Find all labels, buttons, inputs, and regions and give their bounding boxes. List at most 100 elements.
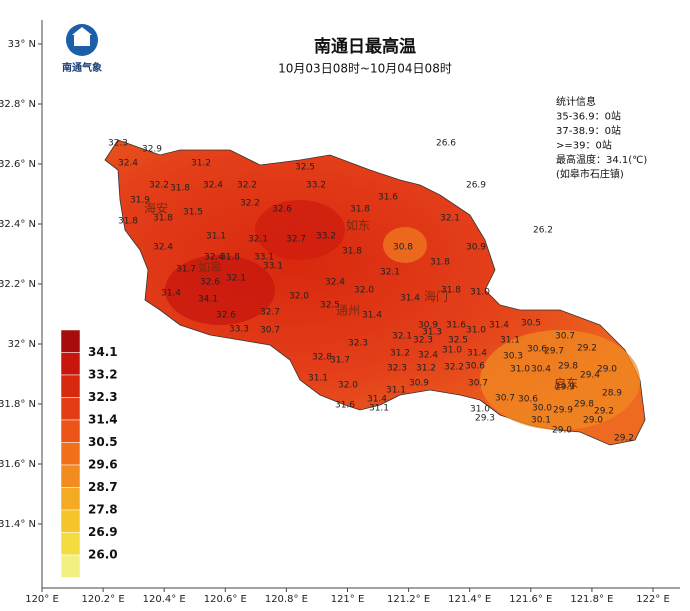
station-value: 26.6 — [436, 139, 456, 149]
station-labels: 32.332.932.4 31.232.2 31.8 32.4 32.2 33.232.5… — [108, 139, 634, 444]
lat-tick-label: 32.2° N — [0, 279, 36, 290]
station-value: 31.2 — [390, 349, 410, 359]
legend-label: 30.5 — [88, 435, 118, 449]
lon-tick-label: 121.8° E — [570, 594, 613, 605]
station-value: 31.0 — [470, 405, 490, 415]
station-value: 31.0 — [442, 346, 462, 356]
station-value: 32.3 — [108, 139, 128, 149]
station-value: 31.1 — [206, 232, 226, 242]
station-value: 33.3 — [229, 325, 249, 335]
legend-swatch — [60, 352, 81, 376]
station-value: 29.0 — [552, 426, 572, 436]
station-value: 31.1 — [386, 386, 406, 396]
station-value: 31.8 — [342, 247, 362, 257]
lat-tick-label: 31.4° N — [0, 519, 36, 530]
station-value: 28.9 — [602, 389, 622, 399]
station-value: 30.9 — [466, 243, 486, 253]
station-value: 29.7 — [544, 347, 564, 357]
station-value: 29.9 — [555, 383, 575, 393]
station-value: 31.8 — [220, 253, 240, 263]
stats-line: 37-38.9：0站 — [556, 124, 621, 137]
station-value: 30.6 — [527, 345, 547, 355]
stats-line: (如皋市石庄镇) — [556, 168, 624, 181]
station-value: 31.4 — [367, 395, 387, 405]
station-value: 31.3 — [422, 328, 442, 338]
station-value: 33.2 — [316, 232, 336, 242]
station-value: 32.5 — [320, 301, 340, 311]
station-value: 30.7 — [468, 379, 488, 389]
station-value: 33.2 — [306, 181, 326, 191]
lat-tick-label: 32° N — [8, 339, 36, 350]
station-value: 30.1 — [531, 416, 551, 426]
legend-label: 34.1 — [88, 345, 118, 359]
station-value: 32.2 — [240, 199, 260, 209]
station-value: 31.8 — [153, 214, 173, 224]
lon-tick-label: 121.6° E — [509, 594, 552, 605]
logo: 南通气象 — [62, 24, 102, 74]
station-value: 32.7 — [286, 235, 306, 245]
station-value: 32.6 — [272, 205, 292, 215]
station-value: 30.7 — [495, 394, 515, 404]
station-value: 32.1 — [248, 235, 268, 245]
station-value: 32.4 — [325, 278, 345, 288]
station-value: 31.4 — [362, 311, 382, 321]
station-value: 31.4 — [489, 321, 509, 331]
station-value: 31.8 — [170, 184, 190, 194]
lat-tick-label: 32.8° N — [0, 99, 36, 110]
station-value: 30.6 — [518, 395, 538, 405]
legend-swatch — [60, 419, 81, 443]
station-value: 30.8 — [393, 243, 413, 253]
lat-tick-label: 31.6° N — [0, 459, 36, 470]
station-value: 31.1 — [308, 374, 328, 384]
station-value: 32.4 — [118, 159, 138, 169]
station-value: 31.6 — [335, 401, 355, 411]
station-value: 32.4 — [418, 351, 438, 361]
station-value: 31.8 — [350, 205, 370, 215]
legend-swatch — [60, 487, 81, 511]
station-value: 32.7 — [260, 308, 280, 318]
legend-label: 26.0 — [88, 548, 118, 562]
warm-zones — [165, 200, 640, 430]
station-value: 32.6 — [216, 311, 236, 321]
stats-line: >=39：0站 — [556, 139, 612, 152]
station-value: 31.6 — [378, 193, 398, 203]
legend-label: 26.9 — [88, 525, 118, 539]
station-value: 30.4 — [531, 365, 551, 375]
lat-tick-label: 32.6° N — [0, 159, 36, 170]
station-value: 30.5 — [521, 319, 541, 329]
stats-line: 统计信息 — [556, 95, 596, 108]
lon-tick-label: 120.4° E — [143, 594, 186, 605]
lon-tick-label: 122° E — [636, 594, 670, 605]
legend-swatch — [60, 397, 81, 421]
legend-label: 28.7 — [88, 480, 118, 494]
station-value: 29.9 — [553, 406, 573, 416]
station-value: 29.3 — [475, 414, 495, 424]
station-value: 31.8 — [430, 258, 450, 268]
lon-tick-label: 121° E — [331, 594, 365, 605]
station-value: 31.5 — [183, 208, 203, 218]
station-value: 30.9 — [409, 379, 429, 389]
axes: 33° N 32.8° N 32.6° N 32.4° N 32.2° N 32° N 31… — [0, 20, 680, 605]
station-value: 29.0 — [583, 416, 603, 426]
station-value: 32.5 — [448, 336, 468, 346]
lat-tick-label: 31.8° N — [0, 399, 36, 410]
place-name: 海门 — [424, 289, 448, 304]
station-value: 32.9 — [142, 145, 162, 155]
station-value: 30.3 — [503, 352, 523, 362]
station-value: 29.2 — [577, 344, 597, 354]
legend-swatch — [60, 329, 81, 353]
legend-swatch — [60, 442, 81, 466]
title: 南通日最高温 — [314, 36, 416, 57]
station-value: 32.2 — [237, 181, 257, 191]
station-value: 32.2 — [149, 181, 169, 191]
station-value: 31.4 — [467, 349, 487, 359]
station-value: 31.9 — [130, 196, 150, 206]
station-value: 32.4 — [153, 243, 173, 253]
station-value: 31.2 — [416, 364, 436, 374]
station-value: 34.1 — [198, 295, 218, 305]
station-value: 32.1 — [392, 332, 412, 342]
legend-label: 27.8 — [88, 503, 118, 517]
station-value: 31.6 — [446, 321, 466, 331]
station-value: 31.4 — [161, 289, 181, 299]
